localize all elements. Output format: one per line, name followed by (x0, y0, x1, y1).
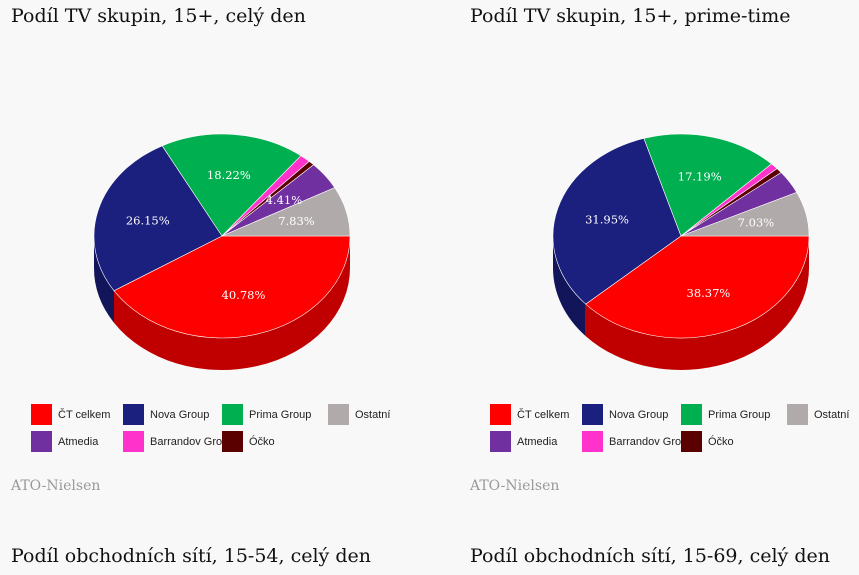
legend-label: Ostatní (814, 408, 850, 421)
data-label-ostatni: 7.83% (278, 214, 315, 228)
pie-slice-prima-group[interactable] (161, 133, 302, 237)
legend-label: ČT celkem (58, 408, 111, 421)
legend-label: Prima Group (708, 408, 771, 421)
data-label-ct-celkem: 38.37% (687, 286, 731, 300)
legend-swatch (123, 431, 144, 452)
legend-swatch (222, 404, 243, 425)
legend-item-atmedia[interactable]: Atmedia (31, 431, 98, 452)
legend-swatch (31, 404, 52, 425)
legend-swatch (490, 404, 511, 425)
pie-slice-nova-group[interactable] (93, 145, 223, 292)
data-label-ct-celkem: 40.78% (222, 288, 266, 302)
legend-item-nova-group[interactable]: Nova Group (123, 404, 209, 425)
legend-item-ct-celkem[interactable]: ČT celkem (490, 404, 569, 425)
legend-swatch (31, 431, 52, 452)
chart-title: Podíl TV skupin, 15+, prime-time (470, 5, 791, 27)
legend-swatch (681, 431, 702, 452)
legend-item-atmedia[interactable]: Atmedia (490, 431, 557, 452)
chart-title: Podíl TV skupin, 15+, celý den (11, 5, 306, 27)
data-label-atmedia: 4.41% (266, 193, 303, 207)
legend-item-nova-group[interactable]: Nova Group (582, 404, 668, 425)
pie-slice-ostatni[interactable] (680, 192, 810, 237)
legend-label: Nova Group (150, 408, 210, 421)
source-label: ATO-Nielsen (470, 478, 560, 494)
legend-item-ocko[interactable]: Óčko (681, 431, 734, 452)
legend-swatch (681, 404, 702, 425)
source-label: ATO-Nielsen (11, 478, 101, 494)
legend-swatch (787, 404, 808, 425)
pie-slice-ct-celkem[interactable] (113, 235, 351, 339)
data-label-nova-group: 26.15% (126, 213, 170, 227)
legend-label: Atmedia (58, 435, 99, 448)
legend-item-ostatni[interactable]: Ostatní (787, 404, 849, 425)
pie-side-ct-celkem (585, 236, 809, 370)
legend-label: ČT celkem (517, 408, 570, 421)
legend-label: Prima Group (249, 408, 312, 421)
legend-item-barrandov-group[interactable]: Barrandov Group (582, 431, 693, 452)
legend-label: Barrandov Group (609, 435, 694, 448)
legend-label: Nova Group (609, 408, 669, 421)
chart-panel-tv-groups-prime-time: Podíl TV skupin, 15+, prime-time 38.37% 3… (459, 0, 859, 510)
pie-side-ct-celkem (113, 236, 350, 370)
next-chart-title: Podíl obchodních sítí, 15-69, celý den (470, 545, 830, 567)
legend-swatch (582, 404, 603, 425)
legend-label: Óčko (249, 435, 275, 448)
legend-swatch (582, 431, 603, 452)
data-label-prima-group: 18.22% (207, 168, 251, 182)
legend-item-prima-group[interactable]: Prima Group (222, 404, 311, 425)
data-label-ostatni: 7.03% (738, 216, 775, 230)
legend-label: Atmedia (517, 435, 558, 448)
legend-item-ct-celkem[interactable]: ČT celkem (31, 404, 110, 425)
pie-slice-nova-group[interactable] (552, 138, 682, 305)
pie-chart: 40.78% 26.15% 18.22% 4.41% 7.83% (93, 133, 351, 370)
pie-slice-prima-group[interactable] (643, 133, 773, 237)
legend-swatch (222, 431, 243, 452)
legend-label: Barrandov Group (150, 435, 235, 448)
pie-chart: 38.37% 31.95% 17.19% 7.03% (552, 133, 810, 370)
next-chart-title: Podíl obchodních sítí, 15-54, celý den (11, 545, 371, 567)
legend-label: Óčko (708, 435, 734, 448)
legend-swatch (328, 404, 349, 425)
legend-item-ostatni[interactable]: Ostatní (328, 404, 390, 425)
data-label-prima-group: 17.19% (678, 170, 722, 184)
legend-item-ocko[interactable]: Óčko (222, 431, 275, 452)
pie-slice-ostatni[interactable] (221, 187, 351, 237)
data-label-nova-group: 31.95% (585, 212, 629, 226)
chart-panel-tv-groups-all-day: Podíl TV skupin, 15+, celý den 40.78% 26.… (0, 0, 430, 510)
legend-item-prima-group[interactable]: Prima Group (681, 404, 770, 425)
legend-item-barrandov-group[interactable]: Barrandov Group (123, 431, 234, 452)
pie-slice-ct-celkem[interactable] (585, 235, 810, 339)
legend-label: Ostatní (355, 408, 391, 421)
legend-swatch (123, 404, 144, 425)
pie-side-nova-group (94, 236, 114, 323)
legend-swatch (490, 431, 511, 452)
